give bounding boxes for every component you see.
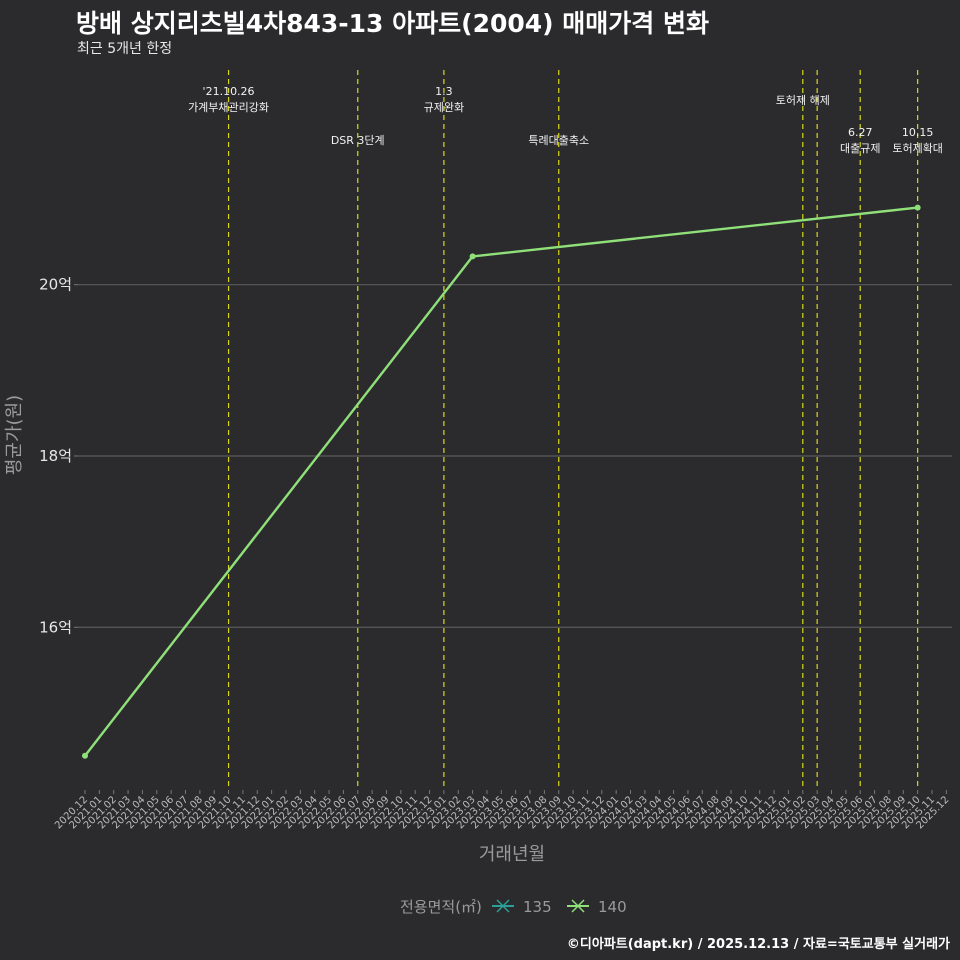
event-label: 대출규제 — [840, 142, 880, 155]
event-label: 규제완화 — [424, 101, 464, 114]
data-point — [82, 752, 88, 759]
event-label: 토허제확대 — [892, 142, 943, 155]
y-axis-ticks: 16억 18억 20억 — [39, 276, 78, 636]
y-axis-title: 평균가(원) — [4, 395, 25, 475]
event-label: DSR 3단계 — [331, 134, 385, 147]
legend-title: 전용면적(㎡) — [400, 898, 482, 916]
series-lines — [82, 204, 921, 759]
event-label: 10.15 — [902, 126, 934, 139]
legend: 전용면적(㎡) 135 140 — [400, 898, 627, 916]
legend-key-cross — [496, 899, 510, 913]
data-point — [469, 253, 476, 260]
y-tick-label: 16억 — [39, 618, 72, 636]
chart-title: 방배 상지리츠빌4차843-13 아파트(2004) 매매가격 변화 — [76, 9, 709, 38]
data-point — [914, 204, 921, 211]
source-caption: ©디아파트(dapt.kr) / 2025.12.13 / 자료=국토교통부 실… — [566, 937, 950, 952]
event-label: 특례대출축소 — [528, 134, 589, 147]
legend-label-135: 135 — [523, 898, 552, 916]
x-axis-ticks: 2020.122021.012021.022021.032021.042021.… — [53, 790, 951, 831]
y-tick-label: 20억 — [39, 276, 72, 294]
event-label: 1.3 — [435, 85, 453, 98]
legend-label-140: 140 — [598, 898, 627, 916]
event-label: 6.27 — [848, 126, 873, 139]
event-label: '21.10.26 — [203, 85, 255, 98]
chart-subtitle: 최근 5개년 한정 — [77, 41, 173, 57]
event-label: 토허제 해제 — [776, 93, 830, 107]
series-line-140 — [84, 206, 918, 757]
y-tick-label: 18억 — [39, 447, 72, 465]
gridlines — [78, 284, 952, 628]
event-label: 가계부채관리강화 — [188, 101, 269, 114]
x-axis-title: 거래년월 — [479, 844, 545, 865]
legend-key-cross — [571, 899, 585, 913]
